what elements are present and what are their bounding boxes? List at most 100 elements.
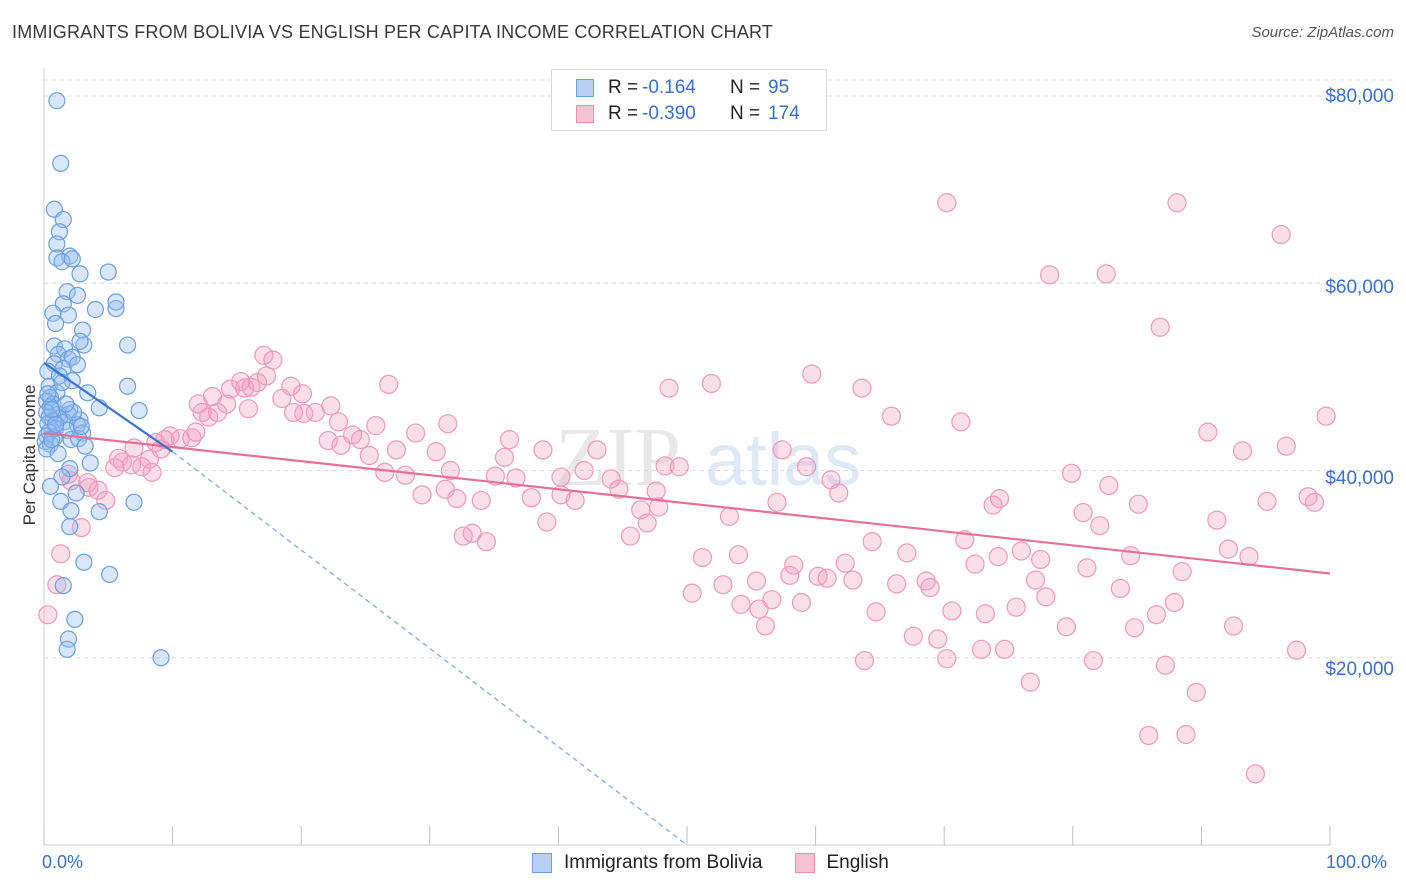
english-point [802, 364, 822, 384]
english-point [897, 543, 917, 563]
english-point [395, 465, 415, 485]
english-point [366, 415, 386, 436]
english-point [995, 639, 1015, 659]
english-point [1304, 492, 1325, 512]
bolivia-point [49, 445, 67, 463]
english-point [1061, 463, 1082, 483]
english-point [762, 590, 782, 610]
english-point [318, 430, 338, 451]
y-tick-label: $60,000 [1325, 277, 1394, 298]
english-point [1316, 406, 1336, 426]
bolivia-point [53, 373, 71, 392]
english-point [1036, 587, 1056, 607]
legend-label-bolivia: Immigrants from Bolivia [564, 852, 763, 873]
english-point [220, 379, 241, 399]
chart-title: IMMIGRANTS FROM BOLIVIA VS ENGLISH PER C… [12, 22, 774, 42]
legend-row-english: R = -0.390 N = 174 [576, 102, 800, 126]
bolivia-point [66, 610, 84, 628]
english-point [406, 423, 426, 443]
english-point [1124, 618, 1145, 638]
bolivia-point [46, 416, 65, 434]
legend-item-english[interactable]: English [794, 852, 889, 874]
english-point [1155, 655, 1175, 675]
english-point [854, 650, 875, 671]
legend-r-value: -0.164 [642, 77, 696, 98]
english-point [47, 575, 67, 595]
bolivia-point [75, 553, 93, 571]
legend-n-label: N = [730, 77, 761, 98]
english-point [862, 532, 882, 552]
english-point [749, 599, 769, 619]
english-point [1257, 491, 1277, 511]
english-point [713, 575, 733, 595]
bolivia-point [71, 265, 89, 283]
english-point [928, 629, 948, 649]
english-point [955, 530, 975, 550]
bolivia-trend-extension [172, 451, 688, 846]
english-point [829, 483, 849, 503]
english-point [1110, 578, 1130, 599]
x-tick-right: 100.0% [1326, 852, 1388, 872]
bolivia-point [67, 484, 85, 502]
english-point [1167, 193, 1187, 213]
bolivia-point [59, 306, 78, 324]
bolivia-point [90, 503, 108, 521]
english-point [551, 467, 571, 487]
english-point [1271, 224, 1291, 245]
english-point [620, 526, 641, 546]
legend-swatch-bolivia [576, 79, 594, 97]
english-point [292, 384, 313, 404]
bolivia-point [63, 250, 81, 268]
bolivia-point [100, 565, 119, 584]
english-point [728, 545, 749, 565]
bolivia-trend-line [43, 361, 174, 453]
bolivia-point [62, 502, 80, 520]
bolivia-point [125, 493, 143, 511]
legend-item-bolivia[interactable]: Immigrants from Bolivia [532, 852, 763, 874]
english-point [506, 468, 526, 488]
legend-row-bolivia: R = -0.164 N = 95 [576, 76, 789, 100]
bolivia-point [48, 235, 66, 253]
english-point [412, 485, 432, 505]
english-point [1096, 264, 1116, 284]
legend-r-value: -0.390 [642, 103, 696, 124]
english-point [471, 490, 491, 511]
english-point [920, 577, 940, 598]
english-point [485, 466, 505, 486]
english-point [669, 457, 689, 477]
english-point [601, 469, 621, 489]
english-point [386, 440, 406, 460]
english-point [975, 604, 995, 624]
english-point [1011, 541, 1031, 561]
english-point [587, 440, 607, 460]
series-bolivia-points [36, 92, 170, 667]
series-english-points [38, 193, 1336, 784]
bolivia-point [53, 468, 71, 486]
english-point [321, 396, 341, 416]
bolivia-point [107, 299, 125, 318]
bolivia-point [45, 337, 63, 355]
watermark: ZIP atlas [555, 411, 861, 504]
bolivia-point [107, 293, 125, 311]
english-point [350, 430, 370, 450]
english-point [772, 440, 792, 460]
bolivia-point [73, 321, 92, 339]
source-label: Source: ZipAtlas.com [1251, 24, 1394, 41]
english-point [971, 639, 992, 659]
english-point [1276, 436, 1296, 456]
english-point [637, 513, 657, 533]
english-point [281, 376, 301, 396]
bolivia-point [72, 417, 90, 436]
english-point [256, 366, 277, 386]
legend-n-value: 174 [768, 103, 800, 124]
english-point [1172, 562, 1192, 582]
english-point [1232, 441, 1253, 461]
english-point [692, 547, 713, 568]
english-point [533, 440, 553, 460]
bolivia-point [130, 401, 148, 420]
english-point [731, 594, 751, 614]
english-point [1150, 317, 1170, 337]
english-point [1286, 640, 1307, 660]
english-point [942, 601, 962, 621]
